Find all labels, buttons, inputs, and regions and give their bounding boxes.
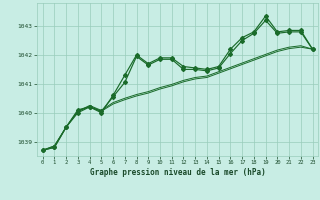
- X-axis label: Graphe pression niveau de la mer (hPa): Graphe pression niveau de la mer (hPa): [90, 168, 266, 177]
